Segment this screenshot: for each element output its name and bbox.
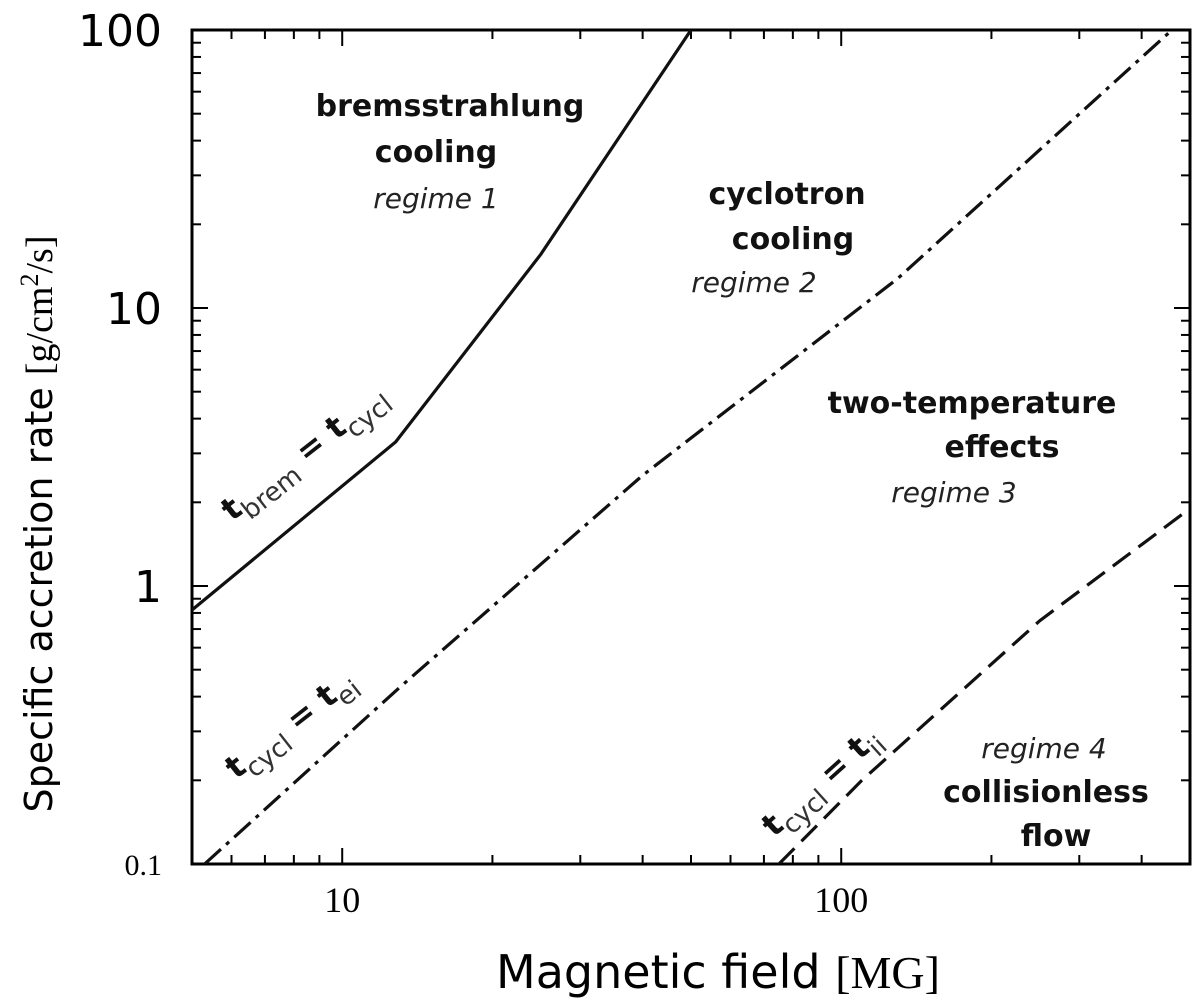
series-line-dashdot xyxy=(203,30,1173,864)
regime-3-annotation: two-temperature effects regime 3 xyxy=(828,386,1117,509)
brem-cycl-line-label: tbrem = tcycl xyxy=(214,376,400,535)
x-tick-label: 100 xyxy=(814,880,868,920)
y-tick-label: 0.1 xyxy=(125,849,163,882)
series-line-dashed xyxy=(777,507,1190,864)
regime-1-annotation: bremsstrahlung cooling regime 1 xyxy=(316,89,585,215)
regime-2-label: regime 2 xyxy=(691,266,817,299)
series-lines xyxy=(192,30,1190,864)
y-tick-label: 100 xyxy=(78,6,162,57)
x-axis-label: Magnetic field [MG] xyxy=(496,945,940,999)
y-tick-label: 10 xyxy=(106,284,162,335)
regime-3-label: regime 3 xyxy=(891,476,1017,509)
regime-4-annotation: regime 4 collisionless flow xyxy=(943,732,1149,854)
regime-1-line-2: cooling xyxy=(375,135,497,170)
cycl-ei-line-label: tcycl = tei xyxy=(218,661,368,793)
tick-marks xyxy=(191,29,1191,865)
cycl-ii-line-label: tcycl = tii xyxy=(754,718,893,850)
regime-3-line-1: two-temperature xyxy=(828,386,1117,421)
regime-1-label: regime 1 xyxy=(373,182,499,215)
tick-labels: 10 100 0.1 1 10 100 xyxy=(78,6,868,920)
regime-2-line-2: cooling xyxy=(732,222,854,257)
regime-2-annotation: cyclotron cooling regime 2 xyxy=(691,177,865,299)
regime-2-line-1: cyclotron xyxy=(708,177,865,212)
x-tick-label: 10 xyxy=(324,880,360,920)
regime-4-label: regime 4 xyxy=(981,732,1107,765)
regime-4-line-2: flow xyxy=(1021,819,1092,854)
y-tick-label: 1 xyxy=(134,562,162,613)
series-line-solid xyxy=(192,30,693,612)
regime-1-line-1: bremsstrahlung xyxy=(316,89,585,124)
y-axis-label: Specific accretion rate [g/cm2/s] xyxy=(15,236,61,813)
regime-3-line-2: effects xyxy=(945,430,1060,465)
regime-4-line-1: collisionless xyxy=(943,775,1149,810)
